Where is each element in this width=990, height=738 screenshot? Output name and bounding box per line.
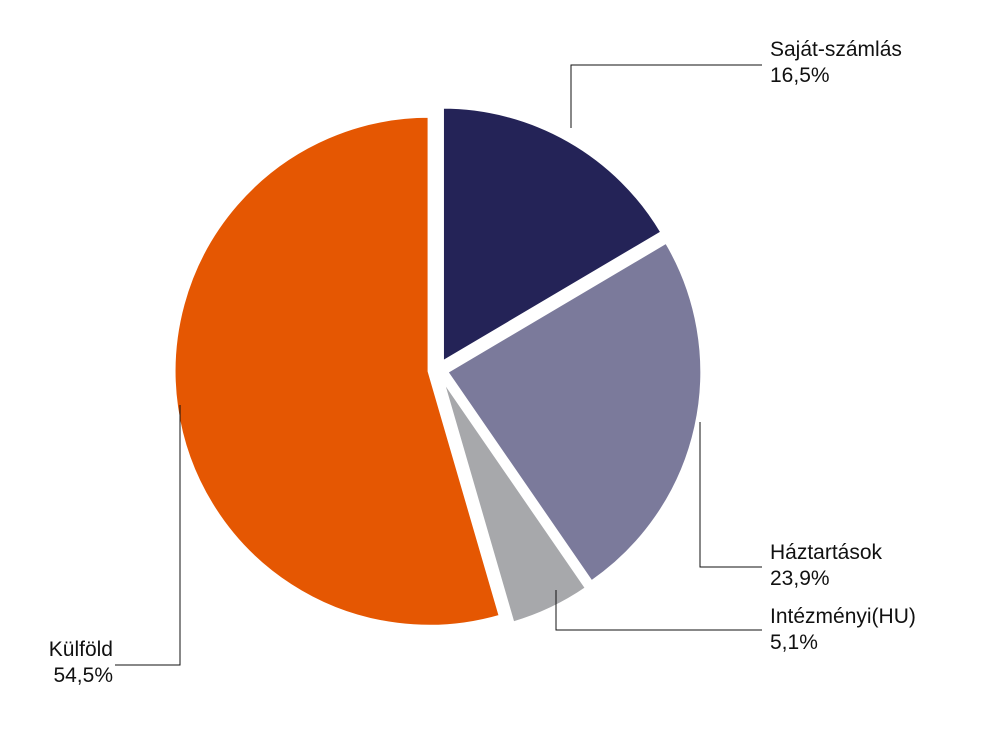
slice-value-label-intezmenyi-hu: 5,1% bbox=[770, 631, 818, 654]
slice-labels: Saját-számlás 16,5% Háztartások 23,9% Intézm… bbox=[49, 38, 916, 687]
leader-line-haztartasok bbox=[699, 422, 762, 568]
pie-slices bbox=[172, 105, 704, 628]
slice-value-label-kulfold: 54,5% bbox=[53, 664, 113, 687]
slice-value-label-sajat-szamlas: 16,5% bbox=[770, 64, 830, 87]
leader-lines bbox=[115, 64, 762, 666]
pie-slice-kulfold bbox=[172, 114, 503, 628]
slice-name-label-intezmenyi-hu: Intézményi(HU) bbox=[770, 605, 916, 628]
slice-name-label-sajat-szamlas: Saját-számlás bbox=[770, 38, 902, 61]
slice-value-label-haztartasok: 23,9% bbox=[770, 567, 830, 590]
slice-name-label-kulfold: Külföld bbox=[49, 638, 113, 661]
pie-slice-haztartasok bbox=[444, 240, 704, 585]
leader-line-kulfold bbox=[115, 405, 181, 666]
leader-line-intezmenyi-hu bbox=[555, 590, 762, 631]
leader-line-sajat-szamlas bbox=[570, 64, 762, 128]
slice-name-label-haztartasok: Háztartások bbox=[770, 541, 883, 564]
pie-slice-intezmenyi-hu bbox=[440, 377, 589, 625]
pie-slice-sajat-szamlas bbox=[440, 105, 665, 365]
